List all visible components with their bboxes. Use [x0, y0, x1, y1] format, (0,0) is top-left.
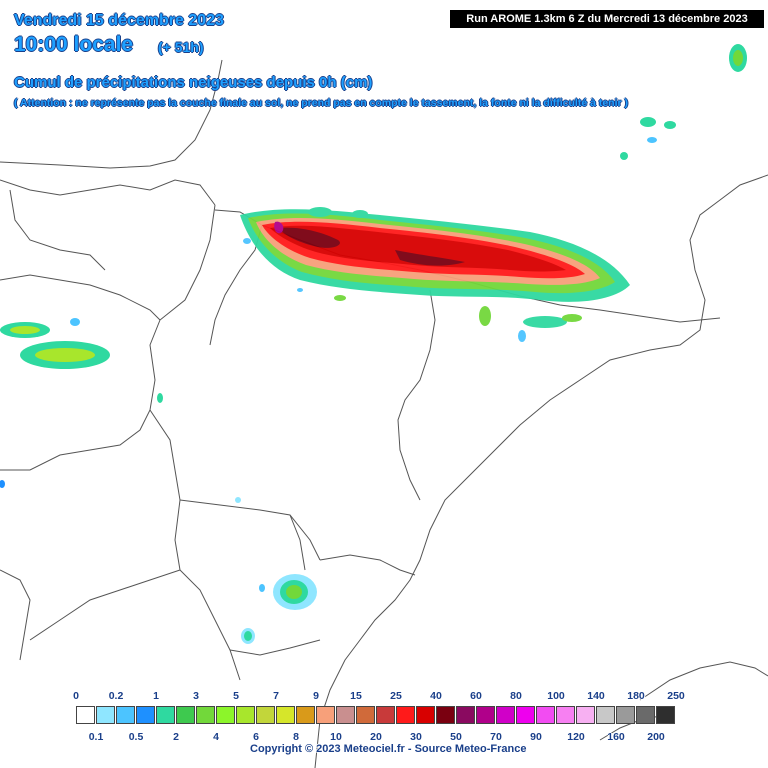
legend-swatch	[196, 706, 215, 724]
legend-label-bottom: 4	[213, 731, 219, 743]
copyright-notice: Copyright © 2023 Meteociel.fr - Source M…	[250, 743, 527, 755]
snowfall-pyrenees	[240, 207, 630, 342]
coastline-mediterranean	[314, 174, 768, 768]
region-border	[9, 189, 106, 271]
region-border	[289, 514, 306, 571]
legend-swatch	[576, 706, 595, 724]
region-border	[179, 499, 321, 561]
legend-swatch	[176, 706, 195, 724]
model-run-banner: Run AROME 1.3km 6 Z du Mercredi 13 décem…	[450, 10, 764, 28]
legend-label-top: 140	[587, 690, 605, 702]
legend-label-top: 0	[73, 690, 79, 702]
legend-label-top: 180	[627, 690, 645, 702]
legend-swatch	[416, 706, 435, 724]
legend-label-top: 60	[470, 690, 482, 702]
legend-swatch	[476, 706, 495, 724]
legend-label-top: 40	[430, 690, 442, 702]
legend-label-bottom: 50	[450, 731, 462, 743]
region-border	[0, 274, 161, 321]
legend-swatch	[256, 706, 275, 724]
legend-swatch	[296, 706, 315, 724]
legend-swatch	[336, 706, 355, 724]
legend-label-top: 250	[667, 690, 685, 702]
legend-label-bottom: 20	[370, 731, 382, 743]
legend-swatch	[536, 706, 555, 724]
legend-swatch	[216, 706, 235, 724]
legend-swatch	[156, 706, 175, 724]
legend-label-top: 5	[233, 690, 239, 702]
legend-label-bottom: 200	[647, 731, 665, 743]
legend-label-top: 7	[273, 690, 279, 702]
region-border	[149, 409, 241, 681]
forecast-time: 10:00 locale	[14, 33, 134, 56]
legend-swatch	[356, 706, 375, 724]
legend-label-top: 9	[313, 690, 319, 702]
legend-swatch	[556, 706, 575, 724]
region-border	[229, 639, 321, 656]
legend-label-bottom: 70	[490, 731, 502, 743]
legend-label-bottom: 6	[253, 731, 259, 743]
legend-label-bottom: 8	[293, 731, 299, 743]
legend-label-top: 15	[350, 690, 362, 702]
coastline-france	[0, 59, 223, 169]
legend-swatch	[236, 706, 255, 724]
legend-label-bottom: 160	[607, 731, 625, 743]
legend-label-bottom: 30	[410, 731, 422, 743]
legend-label-bottom: 2	[173, 731, 179, 743]
legend-swatch	[496, 706, 515, 724]
legend-label-bottom: 90	[530, 731, 542, 743]
legend-label-bottom: 0.1	[88, 731, 104, 743]
warning-note: ( Attention : ne représente pas la couch…	[14, 97, 628, 109]
product-title: Cumul de précipitations neigeuses depuis…	[14, 74, 373, 91]
legend-swatch	[656, 706, 675, 724]
coastline-cantabric	[0, 179, 216, 206]
legend-swatch	[616, 706, 635, 724]
region-border	[397, 289, 436, 501]
legend-swatch	[76, 706, 95, 724]
region-border	[319, 554, 416, 576]
snowfall-west	[0, 318, 163, 488]
legend-swatch	[116, 706, 135, 724]
legend-swatch	[276, 706, 295, 724]
legend-swatch	[636, 706, 655, 724]
snowfall-alps	[620, 44, 747, 160]
legend-swatch	[136, 706, 155, 724]
legend-label-top: 1	[153, 690, 159, 702]
legend-label-bottom: 120	[567, 731, 585, 743]
color-scale-legend: 0 0.2 1 3 5 7 9 15 25 40 60 80 100 140 180 250 0.1 0.5 2 4 6…	[0, 686, 768, 768]
legend-swatch	[316, 706, 335, 724]
island-mallorca	[639, 661, 768, 701]
legend-label-top: 80	[510, 690, 522, 702]
legend-label-bottom: 0.5	[128, 731, 144, 743]
legend-label-bottom: 10	[330, 731, 342, 743]
legend-swatch	[396, 706, 415, 724]
snowfall-south	[235, 497, 317, 644]
legend-label-top: 0.2	[108, 690, 124, 702]
region-border	[0, 569, 31, 661]
region-border	[29, 569, 181, 641]
forecast-date: Vendredi 15 décembre 2023	[14, 12, 224, 29]
legend-swatch	[376, 706, 395, 724]
legend-label-top: 3	[193, 690, 199, 702]
legend-swatch	[596, 706, 615, 724]
legend-swatch	[436, 706, 455, 724]
legend-label-top: 25	[390, 690, 402, 702]
legend-swatch	[456, 706, 475, 724]
legend-label-top: 100	[547, 690, 565, 702]
region-border	[0, 204, 216, 471]
legend-swatch	[516, 706, 535, 724]
forecast-lead-time: (+ 51h)	[158, 39, 204, 55]
legend-swatch	[96, 706, 115, 724]
